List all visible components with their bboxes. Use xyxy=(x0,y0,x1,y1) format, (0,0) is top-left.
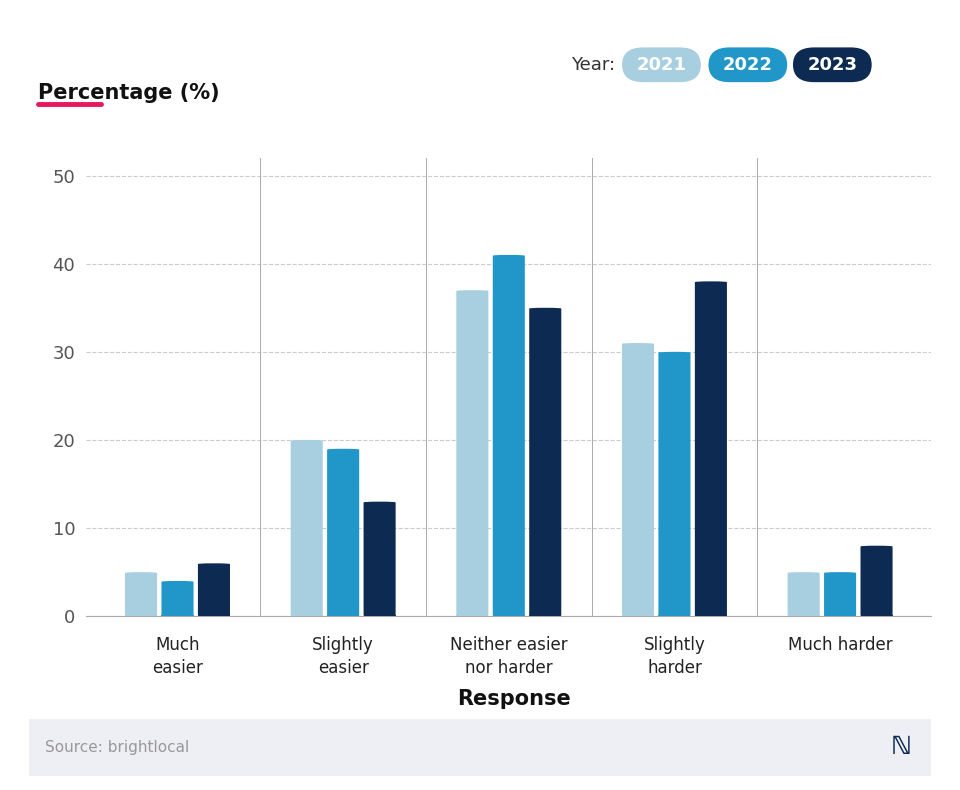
FancyBboxPatch shape xyxy=(695,281,727,616)
Text: Percentage (%): Percentage (%) xyxy=(38,83,220,103)
Text: 2021: 2021 xyxy=(636,56,686,73)
FancyBboxPatch shape xyxy=(529,308,562,616)
FancyBboxPatch shape xyxy=(161,581,194,616)
FancyBboxPatch shape xyxy=(860,546,893,616)
FancyBboxPatch shape xyxy=(492,255,525,616)
Text: Response: Response xyxy=(457,689,570,709)
FancyBboxPatch shape xyxy=(198,563,230,616)
Text: Year:: Year: xyxy=(571,56,615,73)
FancyBboxPatch shape xyxy=(291,440,323,616)
FancyBboxPatch shape xyxy=(327,449,359,616)
FancyBboxPatch shape xyxy=(787,572,820,616)
Text: 2023: 2023 xyxy=(807,56,857,73)
FancyBboxPatch shape xyxy=(29,719,931,776)
Text: ℕ: ℕ xyxy=(891,735,911,759)
FancyBboxPatch shape xyxy=(125,572,157,616)
FancyBboxPatch shape xyxy=(456,290,489,616)
FancyBboxPatch shape xyxy=(824,572,856,616)
Text: 2022: 2022 xyxy=(723,56,773,73)
FancyBboxPatch shape xyxy=(622,343,654,616)
FancyBboxPatch shape xyxy=(659,352,690,616)
FancyBboxPatch shape xyxy=(364,502,396,616)
Text: Source: brightlocal: Source: brightlocal xyxy=(45,740,189,754)
